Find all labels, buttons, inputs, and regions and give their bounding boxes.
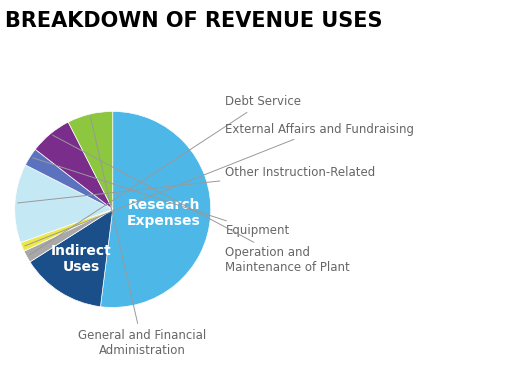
Text: Research
Expenses: Research Expenses <box>127 197 200 228</box>
Text: External Affairs and Fundraising: External Affairs and Fundraising <box>25 123 414 246</box>
Text: General and Financial
Administration: General and Financial Administration <box>78 117 206 357</box>
Wedge shape <box>68 111 113 209</box>
Wedge shape <box>30 209 113 307</box>
Text: Debt Service: Debt Service <box>29 95 302 255</box>
Wedge shape <box>100 111 211 308</box>
Text: Other Instruction-Related: Other Instruction-Related <box>18 166 376 203</box>
Wedge shape <box>24 209 113 262</box>
Text: BREAKDOWN OF REVENUE USES: BREAKDOWN OF REVENUE USES <box>5 11 383 31</box>
Wedge shape <box>20 209 113 251</box>
Text: Equipment: Equipment <box>32 158 289 238</box>
Text: Operation and
Maintenance of Plant: Operation and Maintenance of Plant <box>53 135 350 274</box>
Wedge shape <box>25 149 113 209</box>
Wedge shape <box>35 122 113 209</box>
Text: Indirect
Uses: Indirect Uses <box>51 244 112 274</box>
Wedge shape <box>15 165 113 243</box>
